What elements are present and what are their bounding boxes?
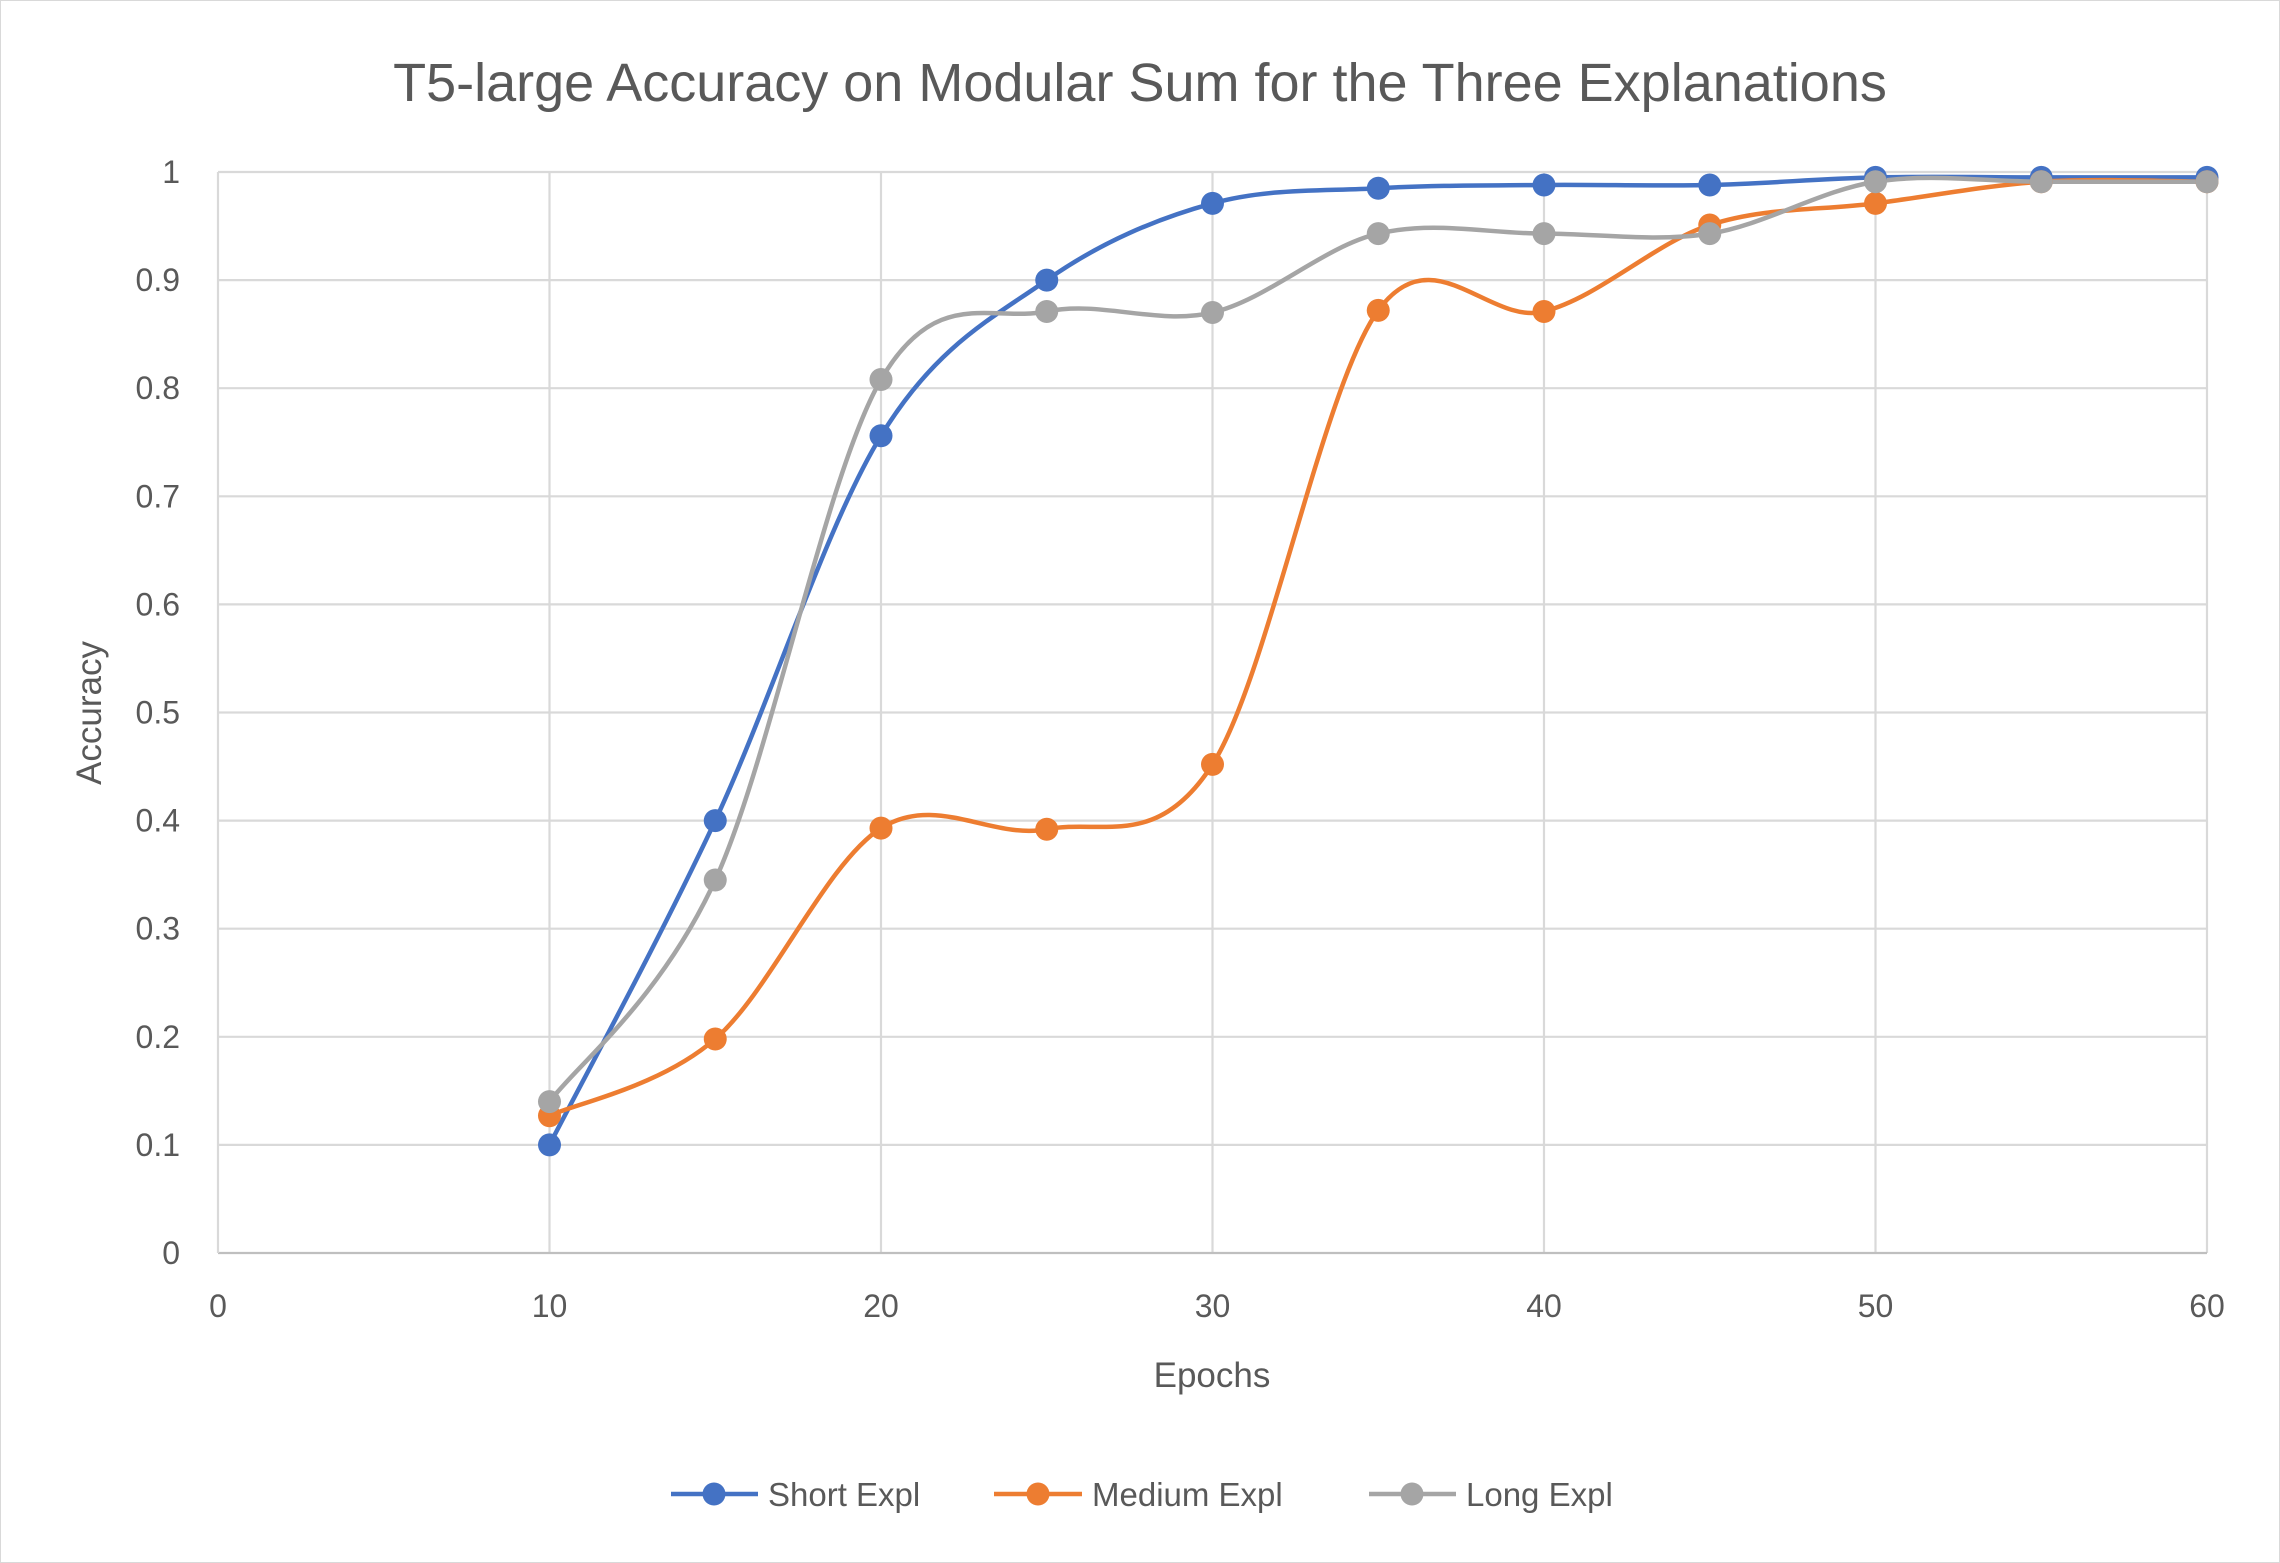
data-point-long-expl [1698,222,1722,246]
data-point-medium-expl [1201,752,1224,776]
x-tick-label: 60 [2189,1288,2225,1324]
legend-item-medium-expl: Medium Expl [994,1476,1283,1513]
y-tick-label: 0.4 [136,803,180,839]
y-tick-label: 0.8 [136,370,180,406]
legend-swatch-marker [702,1482,726,1506]
legend-item-short-expl: Short Expl [671,1476,920,1513]
chart-title: T5-large Accuracy on Modular Sum for the… [393,53,1887,113]
legend-item-long-expl: Long Expl [1369,1476,1613,1513]
gridlines [218,170,2209,1253]
y-axis-title: Accuracy [70,641,109,785]
data-point-short-expl [869,424,893,448]
x-tick-label: 40 [1526,1288,1562,1324]
data-point-long-expl [1201,301,1224,325]
data-point-short-expl [1035,268,1059,292]
data-point-short-expl [1366,176,1390,200]
data-point-medium-expl [1366,298,1390,322]
y-tick-label: 0.3 [136,911,180,947]
axes: 00.10.20.30.40.50.60.70.80.910 10 20 30 40 50… [136,154,2225,1324]
data-point-medium-expl [869,816,893,840]
x-tick-label: 20 [863,1288,899,1324]
x-tick-label: 0 [209,1288,227,1324]
data-point-long-expl [1035,299,1059,323]
data-point-long-expl [1366,222,1390,246]
data-point-long-expl [1864,170,1887,194]
x-tick-label: 30 [1195,1288,1231,1324]
y-tick-label: 1 [162,154,180,190]
series-line-short-expl [547,174,2210,1148]
x-tick-label: 10 [532,1288,568,1324]
series-markers [538,165,2219,1157]
data-point-medium-expl [1532,299,1556,323]
y-tick-label: 0 [162,1235,180,1271]
y-tick-label: 0.1 [136,1127,180,1163]
data-point-short-expl [1201,191,1224,215]
legend-swatch-marker [1026,1482,1050,1506]
data-point-short-expl [1698,173,1722,197]
data-point-long-expl [538,1090,561,1114]
legend-label: Medium Expl [1092,1476,1283,1513]
y-tick-label: 0.2 [136,1019,180,1055]
y-tick-label: 0.9 [136,262,180,298]
legend: Short Expl Medium Expl Long Expl [671,1476,1613,1513]
y-tick-label: 0.5 [136,695,180,731]
data-point-short-expl [1532,173,1556,197]
series-lines [547,174,2210,1148]
y-tick-label: 0.7 [136,478,180,514]
legend-swatch-marker [1400,1482,1424,1506]
x-tick-label: 50 [1858,1288,1894,1324]
data-point-long-expl [869,368,893,392]
data-point-long-expl [2195,170,2219,194]
data-point-long-expl [2029,170,2053,194]
y-tick-label: 0.6 [136,586,180,622]
x-axis-title: Epochs [1154,1356,1271,1395]
legend-label: Short Expl [768,1476,920,1513]
data-point-long-expl [1532,222,1556,246]
legend-label: Long Expl [1466,1476,1613,1513]
data-point-long-expl [703,868,727,892]
data-point-short-expl [703,809,727,833]
data-point-medium-expl [703,1027,727,1051]
data-point-medium-expl [1864,191,1887,215]
data-point-short-expl [538,1133,561,1157]
data-point-medium-expl [1035,817,1059,841]
